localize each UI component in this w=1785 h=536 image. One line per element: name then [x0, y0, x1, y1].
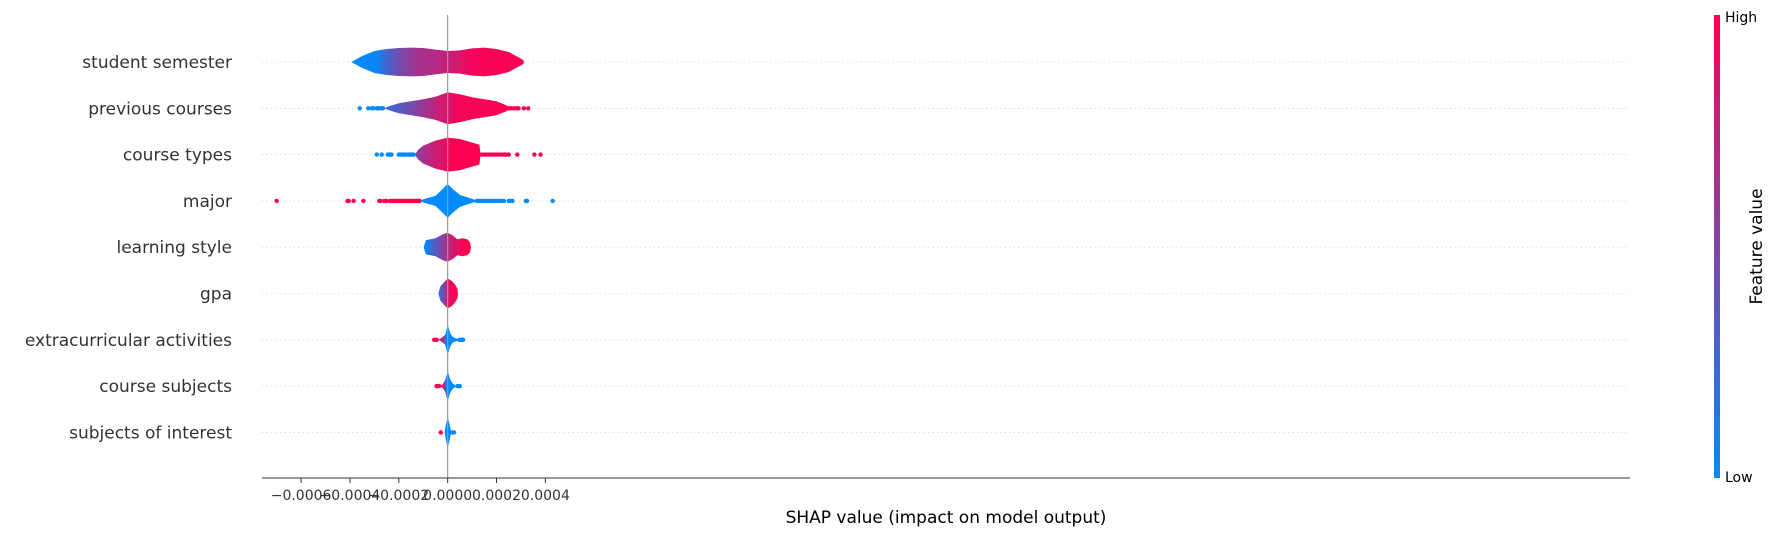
feature-label: gpa	[200, 285, 232, 305]
outlier-point	[434, 337, 439, 342]
outlier-point	[526, 106, 531, 111]
colorbar-title: Feature value	[1747, 188, 1767, 304]
outlier-point	[515, 152, 520, 157]
outlier-point	[378, 198, 383, 204]
colorbar: High Low Feature value	[1714, 10, 1767, 486]
outlier-point	[370, 106, 376, 111]
outlier-point	[274, 198, 279, 204]
feature-label: student semester	[82, 53, 232, 73]
feature-label: course subjects	[99, 377, 232, 397]
outlier-point	[389, 152, 394, 157]
outlier-point	[379, 152, 384, 157]
outlier-point	[532, 152, 537, 157]
outlier-point	[374, 152, 380, 157]
outlier-point	[438, 430, 444, 435]
x-tick-label: −0.0002	[368, 488, 429, 504]
outlier-point	[380, 106, 386, 111]
colorbar-low-label: Low	[1725, 470, 1753, 486]
violin-major	[420, 183, 479, 218]
feature-label: learning style	[116, 238, 232, 258]
x-axis-title: SHAP value (impact on model output)	[786, 508, 1107, 528]
outlier-point	[521, 106, 527, 111]
x-tick-label: 0.0000	[423, 488, 472, 504]
outlier-point	[550, 198, 555, 204]
outlier-point	[538, 152, 543, 157]
outlier-point	[501, 198, 507, 204]
feature-label: subjects of interest	[69, 423, 232, 443]
row-gridlines	[262, 61, 1630, 433]
feature-label: previous courses	[88, 99, 232, 119]
feature-labels: student semester previous courses course t…	[25, 53, 232, 443]
outlier-point	[457, 383, 463, 389]
outlier-point	[357, 106, 362, 111]
outlier-points	[274, 106, 555, 435]
outlier-point	[460, 337, 466, 342]
outlier-point	[346, 198, 351, 204]
outlier-point	[510, 198, 515, 204]
x-tick-label: 0.0002	[472, 488, 521, 504]
outlier-point	[506, 152, 511, 157]
feature-label: major	[183, 192, 232, 212]
x-tick-label: 0.0004	[521, 488, 570, 504]
violin-extracurricular-activities	[437, 324, 459, 355]
colorbar-gradient	[1714, 15, 1720, 478]
outlier-point	[361, 198, 366, 204]
x-tick-label: −0.0004	[320, 488, 381, 504]
feature-label: extracurricular activities	[25, 331, 232, 351]
violin-student-semester	[351, 47, 524, 77]
colorbar-high-label: High	[1725, 10, 1757, 26]
outlier-point	[366, 106, 371, 111]
outlier-point	[411, 152, 416, 157]
outlier-point	[524, 198, 530, 204]
outlier-point	[384, 198, 389, 204]
outlier-point	[451, 430, 457, 435]
outlier-point	[351, 198, 356, 204]
outlier-point	[417, 198, 422, 204]
outlier-point	[436, 383, 442, 389]
x-tick-label: −0.0006	[271, 488, 332, 504]
outlier-point	[516, 106, 521, 111]
feature-label: course types	[123, 146, 232, 166]
violin-previous-courses	[384, 92, 509, 125]
